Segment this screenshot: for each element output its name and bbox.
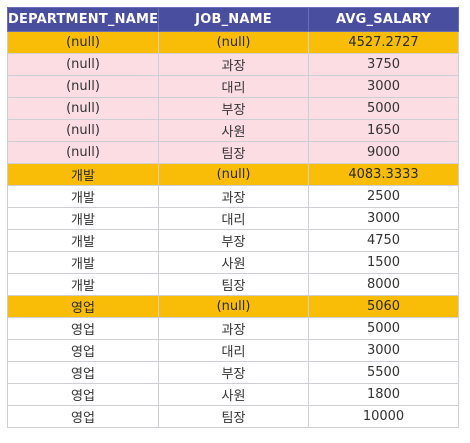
table-row[interactable]: 개발 (null) 4083.3333 [7, 163, 459, 186]
table-row[interactable]: 개발 과장 2500 [7, 185, 459, 208]
department-name-cell[interactable]: 개발 [7, 251, 159, 274]
avg-salary-cell[interactable]: 9000 [308, 141, 459, 164]
avg-salary-cell[interactable]: 1800 [308, 383, 459, 406]
table-header: DEPARTMENT_NAME JOB_NAME AVG_SALARY [7, 7, 459, 32]
table-row[interactable]: 개발 대리 3000 [7, 207, 459, 230]
table-row[interactable]: (null) 대리 3000 [7, 75, 459, 98]
job-name-cell[interactable]: 부장 [158, 361, 309, 384]
avg-salary-cell[interactable]: 10000 [308, 405, 459, 428]
table-row[interactable]: 영업 (null) 5060 [7, 295, 459, 318]
avg-salary-cell[interactable]: 1500 [308, 251, 459, 274]
job-name-cell[interactable]: 부장 [158, 229, 309, 252]
avg-salary-cell[interactable]: 4750 [308, 229, 459, 252]
department-name-cell[interactable]: 영업 [7, 317, 159, 340]
table-row[interactable]: 개발 부장 4750 [7, 229, 459, 252]
job-name-cell[interactable]: 부장 [158, 97, 309, 120]
column-header-job-name[interactable]: JOB_NAME [158, 7, 309, 32]
table-row[interactable]: 영업 팀장 10000 [7, 405, 459, 428]
table-row[interactable]: (null) 팀장 9000 [7, 141, 459, 164]
avg-salary-cell[interactable]: 4527.2727 [308, 31, 459, 54]
avg-salary-cell[interactable]: 3000 [308, 75, 459, 98]
job-name-cell[interactable]: 대리 [158, 339, 309, 362]
department-name-cell[interactable]: 영업 [7, 361, 159, 384]
avg-salary-cell[interactable]: 1650 [308, 119, 459, 142]
table-row[interactable]: 영업 부장 5500 [7, 361, 459, 384]
department-name-cell[interactable]: 영업 [7, 295, 159, 318]
table-body: (null) (null) 4527.2727 (null) 과장 3750 (null) 대… [7, 31, 459, 428]
job-name-cell[interactable]: 팀장 [158, 273, 309, 296]
table-row[interactable]: (null) 사원 1650 [7, 119, 459, 142]
job-name-cell[interactable]: 팀장 [158, 141, 309, 164]
column-header-avg-salary[interactable]: AVG_SALARY [308, 7, 459, 32]
department-name-cell[interactable]: (null) [7, 75, 159, 98]
department-name-cell[interactable]: (null) [7, 97, 159, 120]
table-row[interactable]: 영업 과장 5000 [7, 317, 459, 340]
result-table: DEPARTMENT_NAME JOB_NAME AVG_SALARY (nul… [7, 7, 459, 428]
avg-salary-cell[interactable]: 3000 [308, 207, 459, 230]
table-row[interactable]: 영업 대리 3000 [7, 339, 459, 362]
avg-salary-cell[interactable]: 5000 [308, 97, 459, 120]
department-name-cell[interactable]: (null) [7, 141, 159, 164]
header-row: DEPARTMENT_NAME JOB_NAME AVG_SALARY [7, 7, 459, 32]
job-name-cell[interactable]: 사원 [158, 251, 309, 274]
department-name-cell[interactable]: 개발 [7, 229, 159, 252]
job-name-cell[interactable]: (null) [158, 295, 309, 318]
table-row[interactable]: 개발 팀장 8000 [7, 273, 459, 296]
department-name-cell[interactable]: (null) [7, 119, 159, 142]
department-name-cell[interactable]: 개발 [7, 185, 159, 208]
job-name-cell[interactable]: 대리 [158, 75, 309, 98]
job-name-cell[interactable]: (null) [158, 163, 309, 186]
avg-salary-cell[interactable]: 5000 [308, 317, 459, 340]
department-name-cell[interactable]: 개발 [7, 273, 159, 296]
department-name-cell[interactable]: 개발 [7, 163, 159, 186]
department-name-cell[interactable]: (null) [7, 31, 159, 54]
avg-salary-cell[interactable]: 8000 [308, 273, 459, 296]
job-name-cell[interactable]: 사원 [158, 383, 309, 406]
table-row[interactable]: (null) (null) 4527.2727 [7, 31, 459, 54]
avg-salary-cell[interactable]: 4083.3333 [308, 163, 459, 186]
column-header-department-name[interactable]: DEPARTMENT_NAME [7, 7, 159, 32]
job-name-cell[interactable]: 과장 [158, 317, 309, 340]
department-name-cell[interactable]: 영업 [7, 339, 159, 362]
department-name-cell[interactable]: 개발 [7, 207, 159, 230]
avg-salary-cell[interactable]: 5500 [308, 361, 459, 384]
department-name-cell[interactable]: 영업 [7, 383, 159, 406]
table-row[interactable]: (null) 과장 3750 [7, 53, 459, 76]
result-grid: DEPARTMENT_NAME JOB_NAME AVG_SALARY (nul… [7, 7, 459, 428]
avg-salary-cell[interactable]: 3750 [308, 53, 459, 76]
avg-salary-cell[interactable]: 5060 [308, 295, 459, 318]
job-name-cell[interactable]: 과장 [158, 185, 309, 208]
table-row[interactable]: 개발 사원 1500 [7, 251, 459, 274]
job-name-cell[interactable]: 팀장 [158, 405, 309, 428]
job-name-cell[interactable]: (null) [158, 31, 309, 54]
job-name-cell[interactable]: 과장 [158, 53, 309, 76]
department-name-cell[interactable]: 영업 [7, 405, 159, 428]
avg-salary-cell[interactable]: 3000 [308, 339, 459, 362]
department-name-cell[interactable]: (null) [7, 53, 159, 76]
job-name-cell[interactable]: 대리 [158, 207, 309, 230]
avg-salary-cell[interactable]: 2500 [308, 185, 459, 208]
job-name-cell[interactable]: 사원 [158, 119, 309, 142]
table-row[interactable]: 영업 사원 1800 [7, 383, 459, 406]
table-row[interactable]: (null) 부장 5000 [7, 97, 459, 120]
